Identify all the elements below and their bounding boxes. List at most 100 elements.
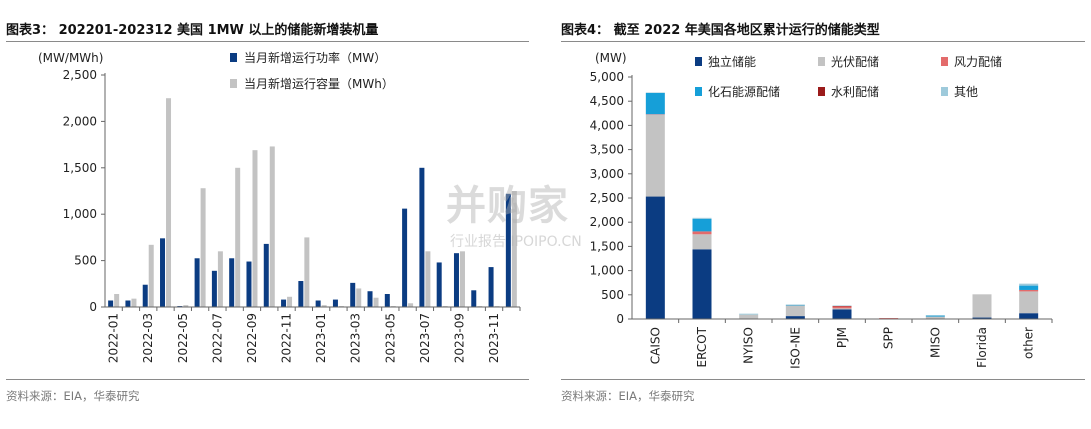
y-tick-label: 500	[601, 288, 624, 302]
stacked-bar-segment	[1019, 313, 1039, 319]
y-tick-label: 3,500	[590, 143, 624, 157]
y-tick-label: 4,500	[590, 94, 624, 108]
y-tick-label: 1,500	[63, 161, 97, 175]
x-tick-label: 2023-07	[418, 313, 432, 363]
x-tick-label: NYISO	[742, 327, 756, 364]
bar-capacity-mwh	[252, 150, 258, 307]
bar-capacity-mwh	[114, 294, 120, 307]
legend-label: 化石能源配储	[708, 84, 780, 99]
bar-power-mw	[419, 167, 425, 307]
bar-power-mw	[384, 294, 390, 307]
stacked-bar-segment	[739, 314, 759, 319]
title-rule	[6, 41, 529, 42]
legend-label: 光伏配储	[831, 54, 879, 69]
bar-capacity-mwh	[459, 251, 465, 307]
stacked-bar-segment	[1019, 289, 1039, 292]
bar-capacity-mwh	[373, 297, 379, 307]
stacked-bar-segment	[692, 218, 712, 232]
y-tick-label: 1,000	[590, 264, 624, 278]
y-tick-label: 1,000	[63, 207, 97, 221]
title-rule	[561, 41, 1085, 42]
bar-capacity-mwh	[356, 288, 362, 307]
bar-power-mw	[229, 258, 235, 307]
bar-capacity-mwh	[200, 188, 206, 307]
bar-capacity-mwh	[408, 303, 414, 307]
stacked-bar-segment	[925, 316, 945, 319]
stacked-bar-segment	[1019, 291, 1039, 314]
y-tick-label: 2,500	[590, 191, 624, 205]
bar-power-mw	[263, 243, 269, 307]
bar-power-mw	[436, 262, 442, 307]
bar-power-mw	[350, 282, 356, 307]
bar-power-mw	[194, 258, 200, 307]
bar-power-mw	[332, 299, 338, 307]
stacked-bar-segment	[645, 114, 665, 197]
legend-swatch	[230, 53, 237, 62]
y-tick-label: 3,000	[590, 167, 624, 181]
bar-capacity-mwh	[511, 191, 517, 307]
y-axis-unit-label: (MW)	[595, 51, 627, 65]
stacked-bar-segment	[645, 92, 665, 115]
y-tick-label: 4,000	[590, 118, 624, 132]
bar-power-mw	[142, 284, 148, 307]
x-tick-label: PJM	[835, 327, 849, 348]
bar-power-mw	[367, 291, 373, 307]
y-tick-label: 0	[616, 312, 624, 326]
x-tick-label: 2022-07	[210, 313, 224, 363]
x-tick-label: 2022-01	[107, 313, 121, 363]
y-tick-label: 2,000	[63, 114, 97, 128]
x-tick-label: 2023-09	[452, 313, 466, 363]
bar-power-mw	[125, 300, 131, 307]
monthly-storage-bar-chart: (MW/MWh) 0 500 1,000 1,500 2,000 2,500 2022-01 2…	[38, 50, 521, 363]
x-tick-label: 2023-11	[487, 313, 501, 363]
stacked-bar-segment	[832, 308, 852, 310]
y-tick-label: 0	[89, 300, 97, 314]
stacked-bar-segment	[972, 294, 992, 318]
bar-power-mw	[298, 281, 304, 307]
bar-capacity-mwh	[304, 237, 310, 307]
footer-rule	[561, 379, 1085, 380]
footer-rule	[6, 379, 529, 380]
bar-power-mw	[505, 193, 511, 307]
x-tick-label: CAISO	[648, 327, 662, 364]
bar-capacity-mwh	[148, 244, 154, 307]
bar-capacity-mwh	[235, 167, 241, 307]
x-tick-label: 2022-09	[245, 313, 259, 363]
stacked-bar-segment	[832, 306, 852, 309]
bar-capacity-mwh	[287, 296, 293, 307]
stacked-bar-segment	[1019, 283, 1039, 286]
legend-swatch	[818, 87, 825, 96]
legend-label: 其他	[954, 85, 978, 99]
y-tick-label: 1,500	[590, 239, 624, 253]
x-tick-label: MISO	[928, 327, 942, 358]
stacked-bar-segment	[692, 231, 712, 235]
bar-capacity-mwh	[166, 98, 172, 307]
bar-power-mw	[160, 238, 166, 307]
chart-title: 图表4： 截至 2022 年美国各地区累计运行的储能类型	[561, 23, 880, 38]
legend-swatch	[695, 87, 702, 96]
bar-power-mw	[108, 300, 114, 307]
stacked-bar-segment	[645, 196, 665, 319]
legend-swatch	[941, 57, 948, 66]
legend-label: 水利配储	[831, 84, 879, 99]
y-axis-unit-label: (MW/MWh)	[38, 51, 103, 65]
x-tick-label: SPP	[882, 327, 896, 349]
bar-power-mw	[315, 300, 321, 307]
legend-swatch	[230, 79, 237, 88]
chart-title: 图表3： 202201-202312 美国 1MW 以上的储能新增装机量	[6, 23, 379, 38]
stacked-bar-segment	[692, 234, 712, 250]
source-note: 资料来源：EIA，华泰研究	[561, 389, 695, 403]
legend-label: 当月新增运行功率（MW）	[244, 50, 386, 65]
x-tick-label: other	[1022, 327, 1036, 359]
legend-label: 风力配储	[954, 54, 1002, 69]
x-tick-label: ERCOT	[695, 326, 709, 367]
y-tick-label: 500	[74, 254, 97, 268]
stacked-bar-segment	[785, 305, 805, 317]
legend-swatch	[818, 57, 825, 66]
x-tick-label: 2023-03	[349, 313, 363, 363]
legend-swatch	[695, 57, 702, 66]
y-tick-label: 2,000	[590, 215, 624, 229]
x-tick-label: 2023-05	[383, 313, 397, 363]
stacked-bar-segment	[692, 217, 712, 219]
legend-swatch	[941, 87, 948, 96]
